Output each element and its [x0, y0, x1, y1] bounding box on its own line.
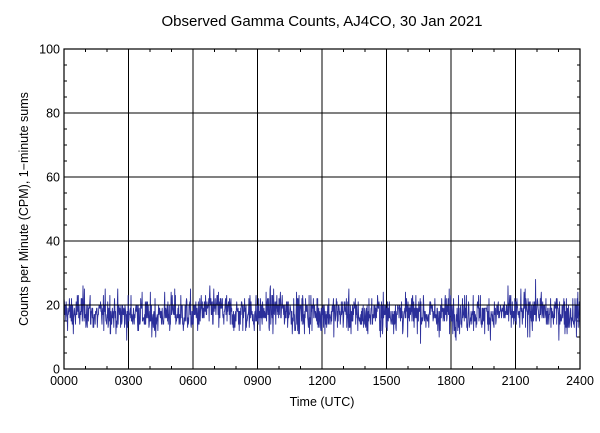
x-tick-label: 1200 [308, 374, 336, 388]
x-tick-label: 0600 [179, 374, 207, 388]
y-tick-label: 40 [46, 235, 60, 249]
y-tick-label: 20 [46, 299, 60, 313]
y-tick-label: 80 [46, 107, 60, 121]
x-tick-label: 1500 [373, 374, 401, 388]
series-line-gamma-cpm [63, 278, 581, 344]
x-tick-label: 2400 [566, 374, 594, 388]
x-axis-label: Time (UTC) [290, 395, 355, 409]
plot-area: 0 20 40 60 80 100 0000 0300 0600 0900 1200 1500 1800… [39, 43, 594, 389]
x-tick-label: 0300 [115, 374, 143, 388]
x-tick-label: 0900 [244, 374, 272, 388]
y-tick-label: 100 [39, 43, 60, 57]
x-tick-label: 2100 [502, 374, 530, 388]
plot-border [63, 48, 581, 370]
y-axis-label: Counts per Minute (CPM), 1−minute sums [17, 92, 31, 326]
y-tick-label: 0 [53, 363, 60, 377]
x-tick-label: 0000 [50, 374, 78, 388]
chart-title: Observed Gamma Counts, AJ4CO, 30 Jan 202… [162, 13, 483, 30]
y-tick-label: 60 [46, 171, 60, 185]
x-tick-label: 1800 [437, 374, 465, 388]
